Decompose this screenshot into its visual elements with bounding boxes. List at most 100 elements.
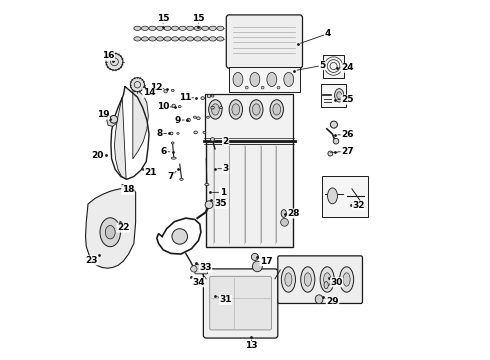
Text: 10: 10 xyxy=(157,103,170,112)
Ellipse shape xyxy=(172,37,179,41)
Ellipse shape xyxy=(201,97,204,100)
Ellipse shape xyxy=(273,104,281,115)
Ellipse shape xyxy=(330,121,338,128)
Ellipse shape xyxy=(142,37,148,41)
Ellipse shape xyxy=(180,178,183,180)
FancyBboxPatch shape xyxy=(206,141,293,247)
Polygon shape xyxy=(115,97,126,179)
Text: 32: 32 xyxy=(352,201,365,210)
Ellipse shape xyxy=(178,105,181,108)
Bar xyxy=(322,55,344,78)
Ellipse shape xyxy=(194,131,197,134)
Ellipse shape xyxy=(252,261,262,272)
Ellipse shape xyxy=(277,86,280,89)
Ellipse shape xyxy=(187,26,194,30)
Text: 27: 27 xyxy=(341,147,354,156)
Ellipse shape xyxy=(284,72,294,86)
Ellipse shape xyxy=(156,26,164,30)
Ellipse shape xyxy=(209,26,216,30)
Text: 7: 7 xyxy=(168,172,174,181)
Ellipse shape xyxy=(172,104,175,108)
Ellipse shape xyxy=(232,104,240,115)
Ellipse shape xyxy=(251,253,258,260)
Ellipse shape xyxy=(194,26,201,30)
Ellipse shape xyxy=(324,282,328,289)
Ellipse shape xyxy=(281,267,295,292)
Text: 5: 5 xyxy=(319,61,326,70)
Ellipse shape xyxy=(285,273,292,286)
Ellipse shape xyxy=(301,267,315,292)
Ellipse shape xyxy=(210,138,215,141)
Ellipse shape xyxy=(207,94,211,98)
FancyBboxPatch shape xyxy=(195,265,208,274)
Ellipse shape xyxy=(172,229,188,244)
Ellipse shape xyxy=(337,92,342,99)
Text: 6: 6 xyxy=(161,147,167,156)
Ellipse shape xyxy=(134,26,141,30)
Ellipse shape xyxy=(281,219,289,226)
Bar xyxy=(321,84,346,107)
Ellipse shape xyxy=(202,37,209,41)
Text: 33: 33 xyxy=(199,263,212,272)
Ellipse shape xyxy=(209,37,216,41)
Ellipse shape xyxy=(343,273,350,286)
Text: 23: 23 xyxy=(85,256,98,265)
Text: 18: 18 xyxy=(122,185,134,194)
Text: 35: 35 xyxy=(215,199,227,208)
Text: 9: 9 xyxy=(175,116,181,125)
Polygon shape xyxy=(86,189,136,268)
Text: 4: 4 xyxy=(325,29,331,38)
FancyBboxPatch shape xyxy=(210,276,271,330)
Ellipse shape xyxy=(202,26,209,30)
Ellipse shape xyxy=(335,89,344,102)
Ellipse shape xyxy=(245,86,248,89)
Ellipse shape xyxy=(164,37,171,41)
Ellipse shape xyxy=(267,72,277,86)
Ellipse shape xyxy=(196,117,200,120)
Text: 14: 14 xyxy=(143,88,155,97)
FancyBboxPatch shape xyxy=(203,269,278,338)
Text: 29: 29 xyxy=(326,297,339,306)
Ellipse shape xyxy=(252,104,260,115)
Text: 11: 11 xyxy=(179,93,191,102)
Ellipse shape xyxy=(191,266,197,272)
Text: 31: 31 xyxy=(220,296,232,305)
Text: 15: 15 xyxy=(157,14,170,23)
Ellipse shape xyxy=(217,26,224,30)
Text: 12: 12 xyxy=(150,83,162,92)
Polygon shape xyxy=(107,117,116,126)
Text: 13: 13 xyxy=(245,341,258,350)
Ellipse shape xyxy=(194,116,196,118)
Text: 16: 16 xyxy=(102,51,114,60)
FancyBboxPatch shape xyxy=(205,94,293,141)
FancyBboxPatch shape xyxy=(278,256,363,303)
Ellipse shape xyxy=(203,131,206,134)
Ellipse shape xyxy=(212,104,219,115)
Ellipse shape xyxy=(106,53,123,70)
Ellipse shape xyxy=(209,100,222,119)
Text: 24: 24 xyxy=(341,63,354,72)
Ellipse shape xyxy=(229,100,243,119)
Ellipse shape xyxy=(194,37,201,41)
Ellipse shape xyxy=(333,138,339,144)
Text: 34: 34 xyxy=(192,278,205,287)
Ellipse shape xyxy=(205,184,209,186)
Ellipse shape xyxy=(187,37,194,41)
Polygon shape xyxy=(133,91,148,159)
Ellipse shape xyxy=(250,72,260,86)
Text: 22: 22 xyxy=(117,223,129,232)
Text: 28: 28 xyxy=(288,209,300,218)
Ellipse shape xyxy=(179,37,186,41)
Ellipse shape xyxy=(100,218,121,247)
Ellipse shape xyxy=(270,100,283,119)
Ellipse shape xyxy=(110,116,118,123)
Ellipse shape xyxy=(217,37,224,41)
Ellipse shape xyxy=(249,100,263,119)
Ellipse shape xyxy=(330,282,335,286)
Text: 20: 20 xyxy=(91,151,104,160)
Text: 19: 19 xyxy=(97,110,109,119)
Ellipse shape xyxy=(172,89,174,91)
Ellipse shape xyxy=(179,26,186,30)
Ellipse shape xyxy=(149,26,156,30)
Ellipse shape xyxy=(261,86,264,89)
